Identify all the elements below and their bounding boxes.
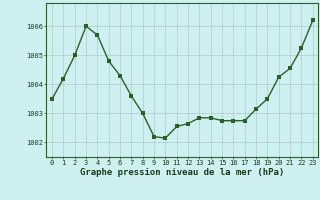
X-axis label: Graphe pression niveau de la mer (hPa): Graphe pression niveau de la mer (hPa) [80, 168, 284, 177]
